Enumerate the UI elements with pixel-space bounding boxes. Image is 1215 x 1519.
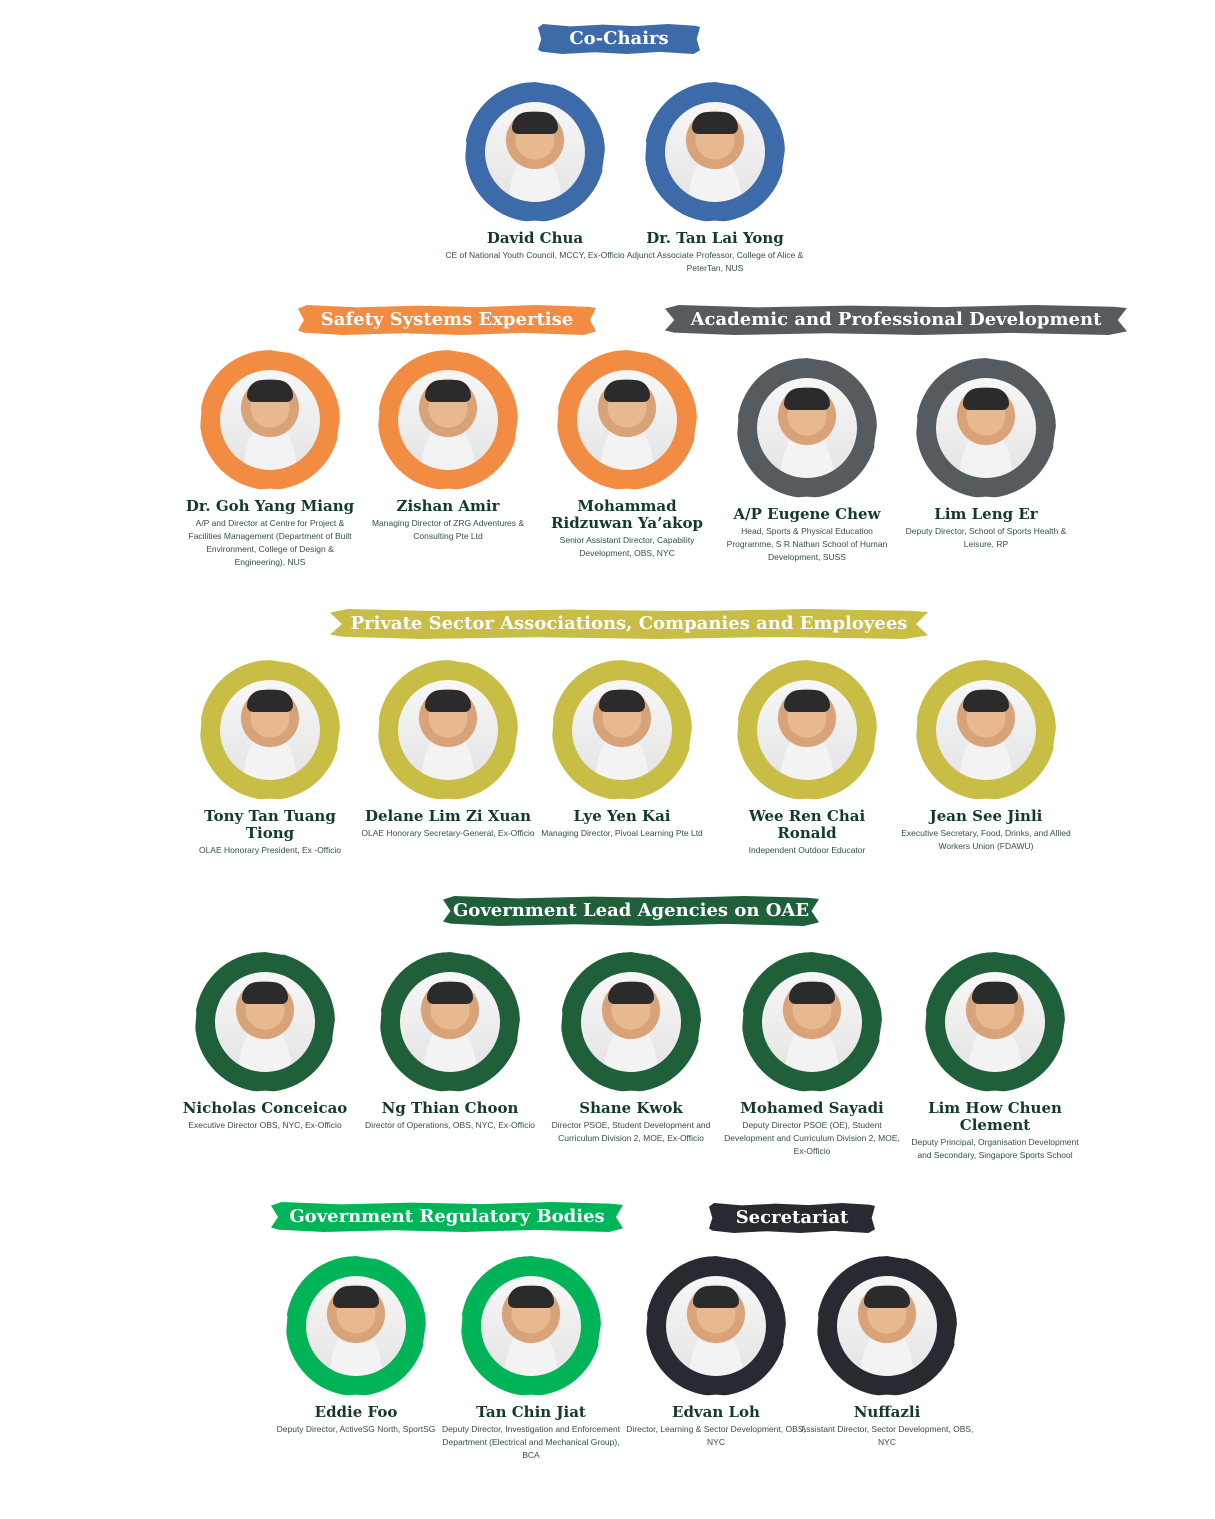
person-name: David Chua [486, 229, 584, 247]
member-card: Mohamed Sayadi Deputy Director PSOE (OE)… [722, 952, 902, 1158]
person-role: Director PSOE, Student Development and C… [551, 1120, 711, 1143]
member-card: Lye Yen Kai Managing Director, Pivoal Le… [532, 660, 712, 840]
person-role: Managing Director, Pivoal Learning Pte L… [541, 828, 703, 838]
portrait-avatar [195, 952, 335, 1092]
portrait-avatar [557, 350, 697, 490]
member-card: Ng Thian Choon Director of Operations, O… [360, 952, 540, 1132]
portrait-avatar [552, 660, 692, 800]
person-name: Nicholas Conceicao [182, 1099, 348, 1117]
person-name: Zishan Amir [396, 497, 500, 515]
member-card: Mohammad Ridzuwan Ya’akop Senior Assista… [537, 350, 717, 560]
person-role: Deputy Director, ActiveSG North, SportSG [276, 1424, 436, 1434]
academic-development-banner: Academic and Professional Development [665, 305, 1127, 335]
person-role: CE of National Youth Council, MCCY, Ex-O… [445, 250, 625, 260]
person-name: Jean See Jinli [929, 807, 1043, 825]
person-name: Dr. Tan Lai Yong [646, 229, 784, 247]
co-chairs-banner: Co-Chairs [538, 24, 700, 54]
person-role: Director of Operations, OBS, NYC, Ex-Off… [365, 1120, 535, 1130]
portrait-avatar [737, 358, 877, 498]
portrait-avatar [200, 660, 340, 800]
member-card: Nicholas Conceicao Executive Director OB… [175, 952, 355, 1132]
person-name: Tony Tan Tuang Tiong [204, 807, 336, 842]
portrait-avatar [817, 1256, 957, 1396]
member-card: Nuffazli Assistant Director, Sector Deve… [797, 1256, 977, 1449]
portrait-avatar [916, 358, 1056, 498]
person-role: Executive Secretary, Food, Drinks, and A… [901, 828, 1071, 851]
member-card: Zishan Amir Managing Director of ZRG Adv… [358, 350, 538, 543]
portrait-avatar [461, 1256, 601, 1396]
member-card: Shane Kwok Director PSOE, Student Develo… [541, 952, 721, 1145]
person-role: Director, Learning & Sector Development,… [626, 1424, 806, 1447]
person-name: Lim How Chuen Clement [928, 1099, 1062, 1134]
person-name: Dr. Goh Yang Miang [185, 497, 355, 515]
person-role: OLAE Honorary Secretary-General, Ex-Offi… [361, 828, 535, 838]
person-role: Executive Director OBS, NYC, Ex-Officio [188, 1120, 342, 1130]
member-card: Tan Chin Jiat Deputy Director, Investiga… [441, 1256, 621, 1462]
person-role: Senior Assistant Director, Capability De… [559, 535, 695, 558]
person-name: Wee Ren Chai Ronald [748, 807, 866, 842]
person-name: Tan Chin Jiat [476, 1403, 586, 1421]
person-name: Lye Yen Kai [573, 807, 671, 825]
person-role: A/P and Director at Centre for Project &… [188, 518, 352, 567]
portrait-avatar [286, 1256, 426, 1396]
member-card: A/P Eugene Chew Head, Sports & Physical … [717, 358, 897, 564]
government-lead-banner: Government Lead Agencies on OAE [443, 896, 819, 926]
portrait-avatar [646, 1256, 786, 1396]
member-card: Eddie Foo Deputy Director, ActiveSG Nort… [266, 1256, 446, 1436]
person-name: Delane Lim Zi Xuan [364, 807, 532, 825]
safety-systems-banner: Safety Systems Expertise [298, 305, 596, 335]
member-card: Dr. Goh Yang Miang A/P and Director at C… [180, 350, 360, 569]
portrait-avatar [561, 952, 701, 1092]
co-chair-card: David Chua CE of National Youth Council,… [445, 82, 625, 262]
member-card: Jean See Jinli Executive Secretary, Food… [896, 660, 1076, 853]
person-name: Mohamed Sayadi [740, 1099, 884, 1117]
person-name: Shane Kwok [579, 1099, 683, 1117]
person-name: A/P Eugene Chew [733, 505, 881, 523]
person-name: Mohammad Ridzuwan Ya’akop [551, 497, 703, 532]
portrait-avatar [742, 952, 882, 1092]
person-name: Edvan Loh [672, 1403, 760, 1421]
portrait-avatar [378, 350, 518, 490]
portrait-avatar [200, 350, 340, 490]
person-role: Managing Director of ZRG Adventures & Co… [371, 518, 525, 541]
portrait-avatar [737, 660, 877, 800]
co-chair-card: Dr. Tan Lai Yong Adjunct Associate Profe… [625, 82, 805, 275]
person-role: Deputy Director PSOE (OE), Student Devel… [724, 1120, 900, 1156]
portrait-avatar [916, 660, 1056, 800]
portrait-avatar [380, 952, 520, 1092]
member-card: Edvan Loh Director, Learning & Sector De… [626, 1256, 806, 1449]
person-role: Head, Sports & Physical Education Progra… [726, 526, 888, 562]
person-role: Assistant Director, Sector Development, … [800, 1424, 974, 1447]
member-card: Tony Tan Tuang Tiong OLAE Honorary Presi… [180, 660, 360, 857]
portrait-avatar [378, 660, 518, 800]
person-name: Lim Leng Er [934, 505, 1038, 523]
person-role: Deputy Director, School of Sports Health… [905, 526, 1067, 549]
person-role: OLAE Honorary President, Ex -Officio [198, 845, 342, 855]
secretariat-banner: Secretariat [709, 1203, 875, 1233]
regulatory-bodies-banner: Government Regulatory Bodies [271, 1202, 623, 1232]
portrait-avatar [465, 82, 605, 222]
member-card: Lim How Chuen Clement Deputy Principal, … [905, 952, 1085, 1162]
person-name: Eddie Foo [314, 1403, 398, 1421]
member-card: Lim Leng Er Deputy Director, School of S… [896, 358, 1076, 551]
person-role: Deputy Principal, Organisation Developme… [911, 1137, 1079, 1160]
portrait-avatar [925, 952, 1065, 1092]
person-role: Deputy Director, Investigation and Enfor… [441, 1424, 621, 1460]
private-sector-banner: Private Sector Associations, Companies a… [330, 609, 928, 639]
person-role: Adjunct Associate Professor, College of … [626, 250, 804, 273]
member-card: Wee Ren Chai Ronald Independent Outdoor … [717, 660, 897, 857]
person-name: Nuffazli [853, 1403, 921, 1421]
person-name: Ng Thian Choon [381, 1099, 519, 1117]
portrait-avatar [645, 82, 785, 222]
person-role: Independent Outdoor Educator [748, 845, 866, 855]
member-card: Delane Lim Zi Xuan OLAE Honorary Secreta… [358, 660, 538, 840]
